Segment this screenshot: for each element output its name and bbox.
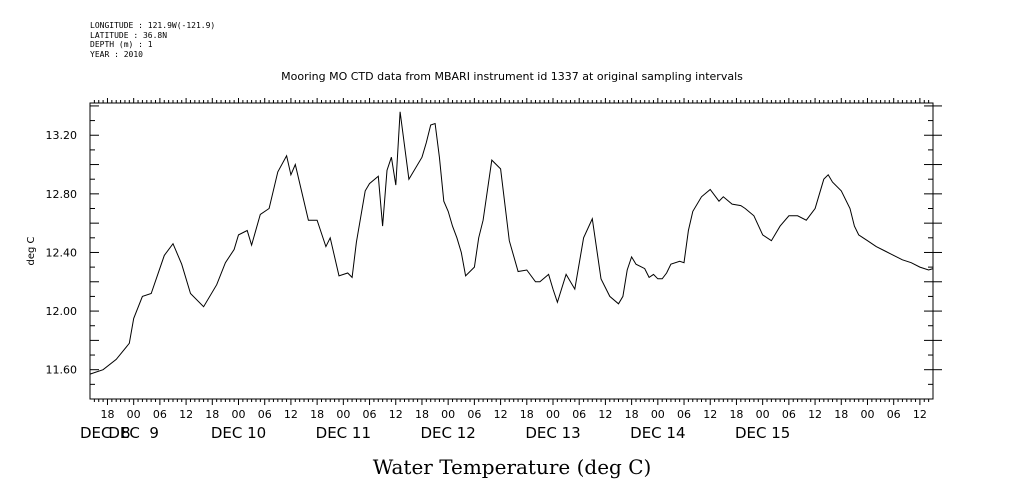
x-day-label: DEC 12 xyxy=(420,424,475,442)
x-hour-tick-label: 00 xyxy=(546,408,560,421)
axis-ticks xyxy=(90,98,942,405)
year-label: YEAR : 2010 xyxy=(90,49,143,59)
x-hour-tick-label: 18 xyxy=(100,408,114,421)
x-hour-tick-label: 00 xyxy=(860,408,874,421)
x-hour-tick-label: 06 xyxy=(363,408,377,421)
x-hour-tick-label: 18 xyxy=(520,408,534,421)
x-axis-label: Water Temperature (deg C) xyxy=(373,455,652,479)
x-hour-tick-label: 12 xyxy=(494,408,508,421)
y-tick-labels: 11.60 12.00 12.40 12.80 13.20 xyxy=(46,129,78,376)
y-axis-label: deg C xyxy=(26,236,37,265)
x-hour-tick-label: 00 xyxy=(232,408,246,421)
x-day-label: DEC 11 xyxy=(316,424,371,442)
x-hour-tick-label: 12 xyxy=(913,408,927,421)
y-tick-label: 12.00 xyxy=(46,305,78,318)
x-hour-tick-label: 06 xyxy=(677,408,691,421)
x-hour-tick-label: 18 xyxy=(205,408,219,421)
x-hour-tick-label: 18 xyxy=(625,408,639,421)
x-hour-tick-label: 12 xyxy=(179,408,193,421)
x-day-label: DEC 15 xyxy=(735,424,790,442)
y-tick-label: 12.80 xyxy=(46,188,78,201)
x-hour-tick-label: 06 xyxy=(782,408,796,421)
x-hour-tick-label: 06 xyxy=(153,408,167,421)
x-hour-tick-label: 18 xyxy=(310,408,324,421)
y-tick-label: 11.60 xyxy=(46,364,78,377)
x-hour-tick-label: 06 xyxy=(887,408,901,421)
latitude-label: LATITUDE : 36.8N xyxy=(90,30,168,40)
x-hour-tick-label: 18 xyxy=(415,408,429,421)
x-day-label: DEC 8 xyxy=(80,424,131,442)
x-day-label: DEC 14 xyxy=(630,424,685,442)
x-hour-tick-label: 12 xyxy=(598,408,612,421)
x-day-label: DEC 9 xyxy=(108,424,159,442)
y-tick-label: 13.20 xyxy=(46,129,78,142)
x-hour-tick-label: 00 xyxy=(651,408,665,421)
x-hour-tick-label: 00 xyxy=(127,408,141,421)
x-hour-tick-label: 18 xyxy=(729,408,743,421)
x-hour-tick-label: 12 xyxy=(808,408,822,421)
x-hour-tick-label: 06 xyxy=(258,408,272,421)
temperature-series-line xyxy=(89,111,934,375)
x-hour-tick-label: 00 xyxy=(756,408,770,421)
y-tick-label: 12.40 xyxy=(46,246,78,259)
x-tick-labels: 18 00 06 12 18 00 06 12 18 00 06 12 18 00 06 12 18 00 06 12… xyxy=(80,408,927,442)
plot-frame xyxy=(89,102,934,400)
x-hour-tick-label: 00 xyxy=(336,408,350,421)
x-hour-tick-label: 06 xyxy=(467,408,481,421)
x-day-label: DEC 13 xyxy=(525,424,580,442)
x-hour-tick-label: 18 xyxy=(834,408,848,421)
x-hour-tick-label: 06 xyxy=(572,408,586,421)
longitude-label: LONGITUDE : 121.9W(-121.9) xyxy=(90,21,216,30)
x-hour-tick-label: 12 xyxy=(284,408,298,421)
chart-title: Mooring MO CTD data from MBARI instrumen… xyxy=(281,70,743,83)
x-hour-tick-label: 00 xyxy=(441,408,455,421)
x-day-label: DEC 10 xyxy=(211,424,266,442)
metadata-block: LONGITUDE : 121.9W(-121.9) LATITUDE : 36… xyxy=(90,21,215,59)
x-hour-tick-label: 12 xyxy=(703,408,717,421)
depth-label: DEPTH (m) : 1 xyxy=(90,40,153,49)
x-hour-tick-label: 12 xyxy=(389,408,403,421)
